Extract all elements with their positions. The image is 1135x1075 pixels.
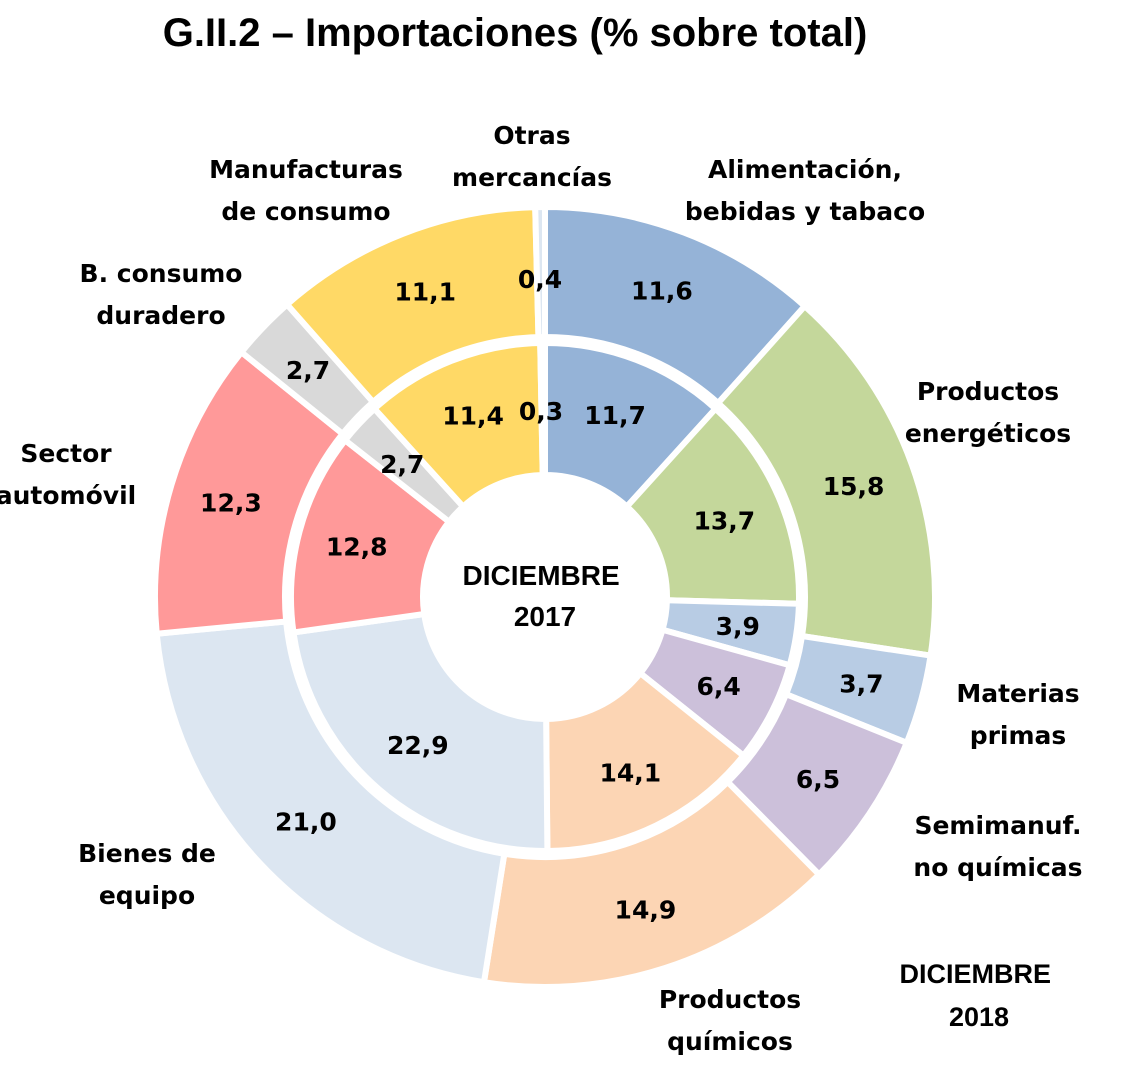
outer-value-label-productos-quimicos: 14,9: [615, 895, 677, 924]
inner-value-label-semimanuf-no-quimicas: 6,4: [696, 672, 740, 701]
category-label-b-consumo-duradero: B. consumo duradero: [80, 259, 243, 330]
category-label-sector-automovil: Sector automóvil: [0, 439, 136, 510]
inner-value-label-productos-quimicos: 14,1: [599, 758, 661, 787]
category-label-productos-energeticos: Productos energéticos: [905, 377, 1071, 448]
inner-value-label-materias-primas: 3,9: [716, 612, 760, 641]
category-label-manufacturas-de-consumo: Manufacturas de consumo: [209, 155, 403, 226]
outer-value-label-materias-primas: 3,7: [839, 670, 883, 699]
outer-value-label-productos-energeticos: 15,8: [823, 472, 885, 501]
inner-value-label-manufacturas-de-consumo: 11,4: [442, 402, 504, 431]
outer-value-label-b-consumo-duradero: 2,7: [286, 356, 330, 385]
inner-series-line-2: 2017: [514, 601, 576, 632]
outer-slice-otras-mercancias: [532, 203, 548, 341]
inner-value-label-productos-energeticos: 13,7: [693, 506, 755, 535]
category-label-bienes-de-equipo: Bienes de equipo: [78, 839, 216, 910]
outer-value-label-alimentacion-bebidas-y-tabaco: 11,6: [631, 277, 693, 306]
outer-slice-bienes-de-equipo: [153, 618, 508, 986]
inner-slice-sector-automovil: [288, 436, 454, 636]
inner-value-label-alimentacion-bebidas-y-tabaco: 11,7: [584, 401, 646, 430]
inner-slice-alimentacion-bebidas-y-tabaco: [542, 339, 720, 511]
outer-value-label-otras-mercancias: 0,4: [518, 265, 562, 294]
category-labels: Alimentación, bebidas y tabaco Productos en…: [0, 121, 1083, 1056]
inner-slice-productos-quimicos: [543, 668, 748, 855]
category-label-otras-mercancias: Otras mercancías: [452, 121, 612, 192]
value-labels: 11,7 13,7 3,9 6,4 14,1 22,9 12,8 2,7 11,4 0,3 11,6…: [200, 265, 884, 924]
outer-series-line-1: DICIEMBRE: [899, 959, 1051, 989]
inner-slice-otras-mercancias: [537, 339, 548, 479]
category-label-materias-primas: Materias primas: [956, 679, 1079, 750]
outer-value-label-semimanuf-no-quimicas: 6,5: [796, 765, 840, 794]
inner-ring-2017: [288, 339, 802, 855]
outer-series-line-2: 2018: [949, 1002, 1009, 1032]
inner-value-label-otras-mercancias: 0,3: [519, 397, 563, 426]
inner-value-label-sector-automovil: 12,8: [326, 532, 388, 561]
outer-ring-2018: [152, 203, 938, 990]
outer-ring-series-label: DICIEMBRE 2018: [899, 959, 1058, 1032]
category-label-semimanuf-no-quimicas: Semimanuf. no químicas: [913, 811, 1082, 882]
outer-value-label-bienes-de-equipo: 21,0: [275, 808, 337, 837]
inner-series-line-1: DICIEMBRE: [463, 560, 620, 591]
inner-slice-productos-energeticos: [622, 404, 802, 607]
inner-ring-series-label: DICIEMBRE 2017: [463, 560, 628, 632]
inner-value-label-b-consumo-duradero: 2,7: [380, 450, 424, 479]
inner-slice-bienes-de-equipo: [290, 610, 551, 854]
inner-value-label-bienes-de-equipo: 22,9: [387, 731, 449, 760]
outer-value-label-manufacturas-de-consumo: 11,1: [394, 278, 456, 307]
chart-title: G.II.2 – Importaciones (% sobre total): [163, 11, 868, 55]
category-label-productos-quimicos: Productos químicos: [659, 985, 801, 1056]
category-label-alimentacion-bebidas-y-tabaco: Alimentación, bebidas y tabaco: [685, 155, 925, 226]
outer-value-label-sector-automovil: 12,3: [200, 489, 262, 518]
